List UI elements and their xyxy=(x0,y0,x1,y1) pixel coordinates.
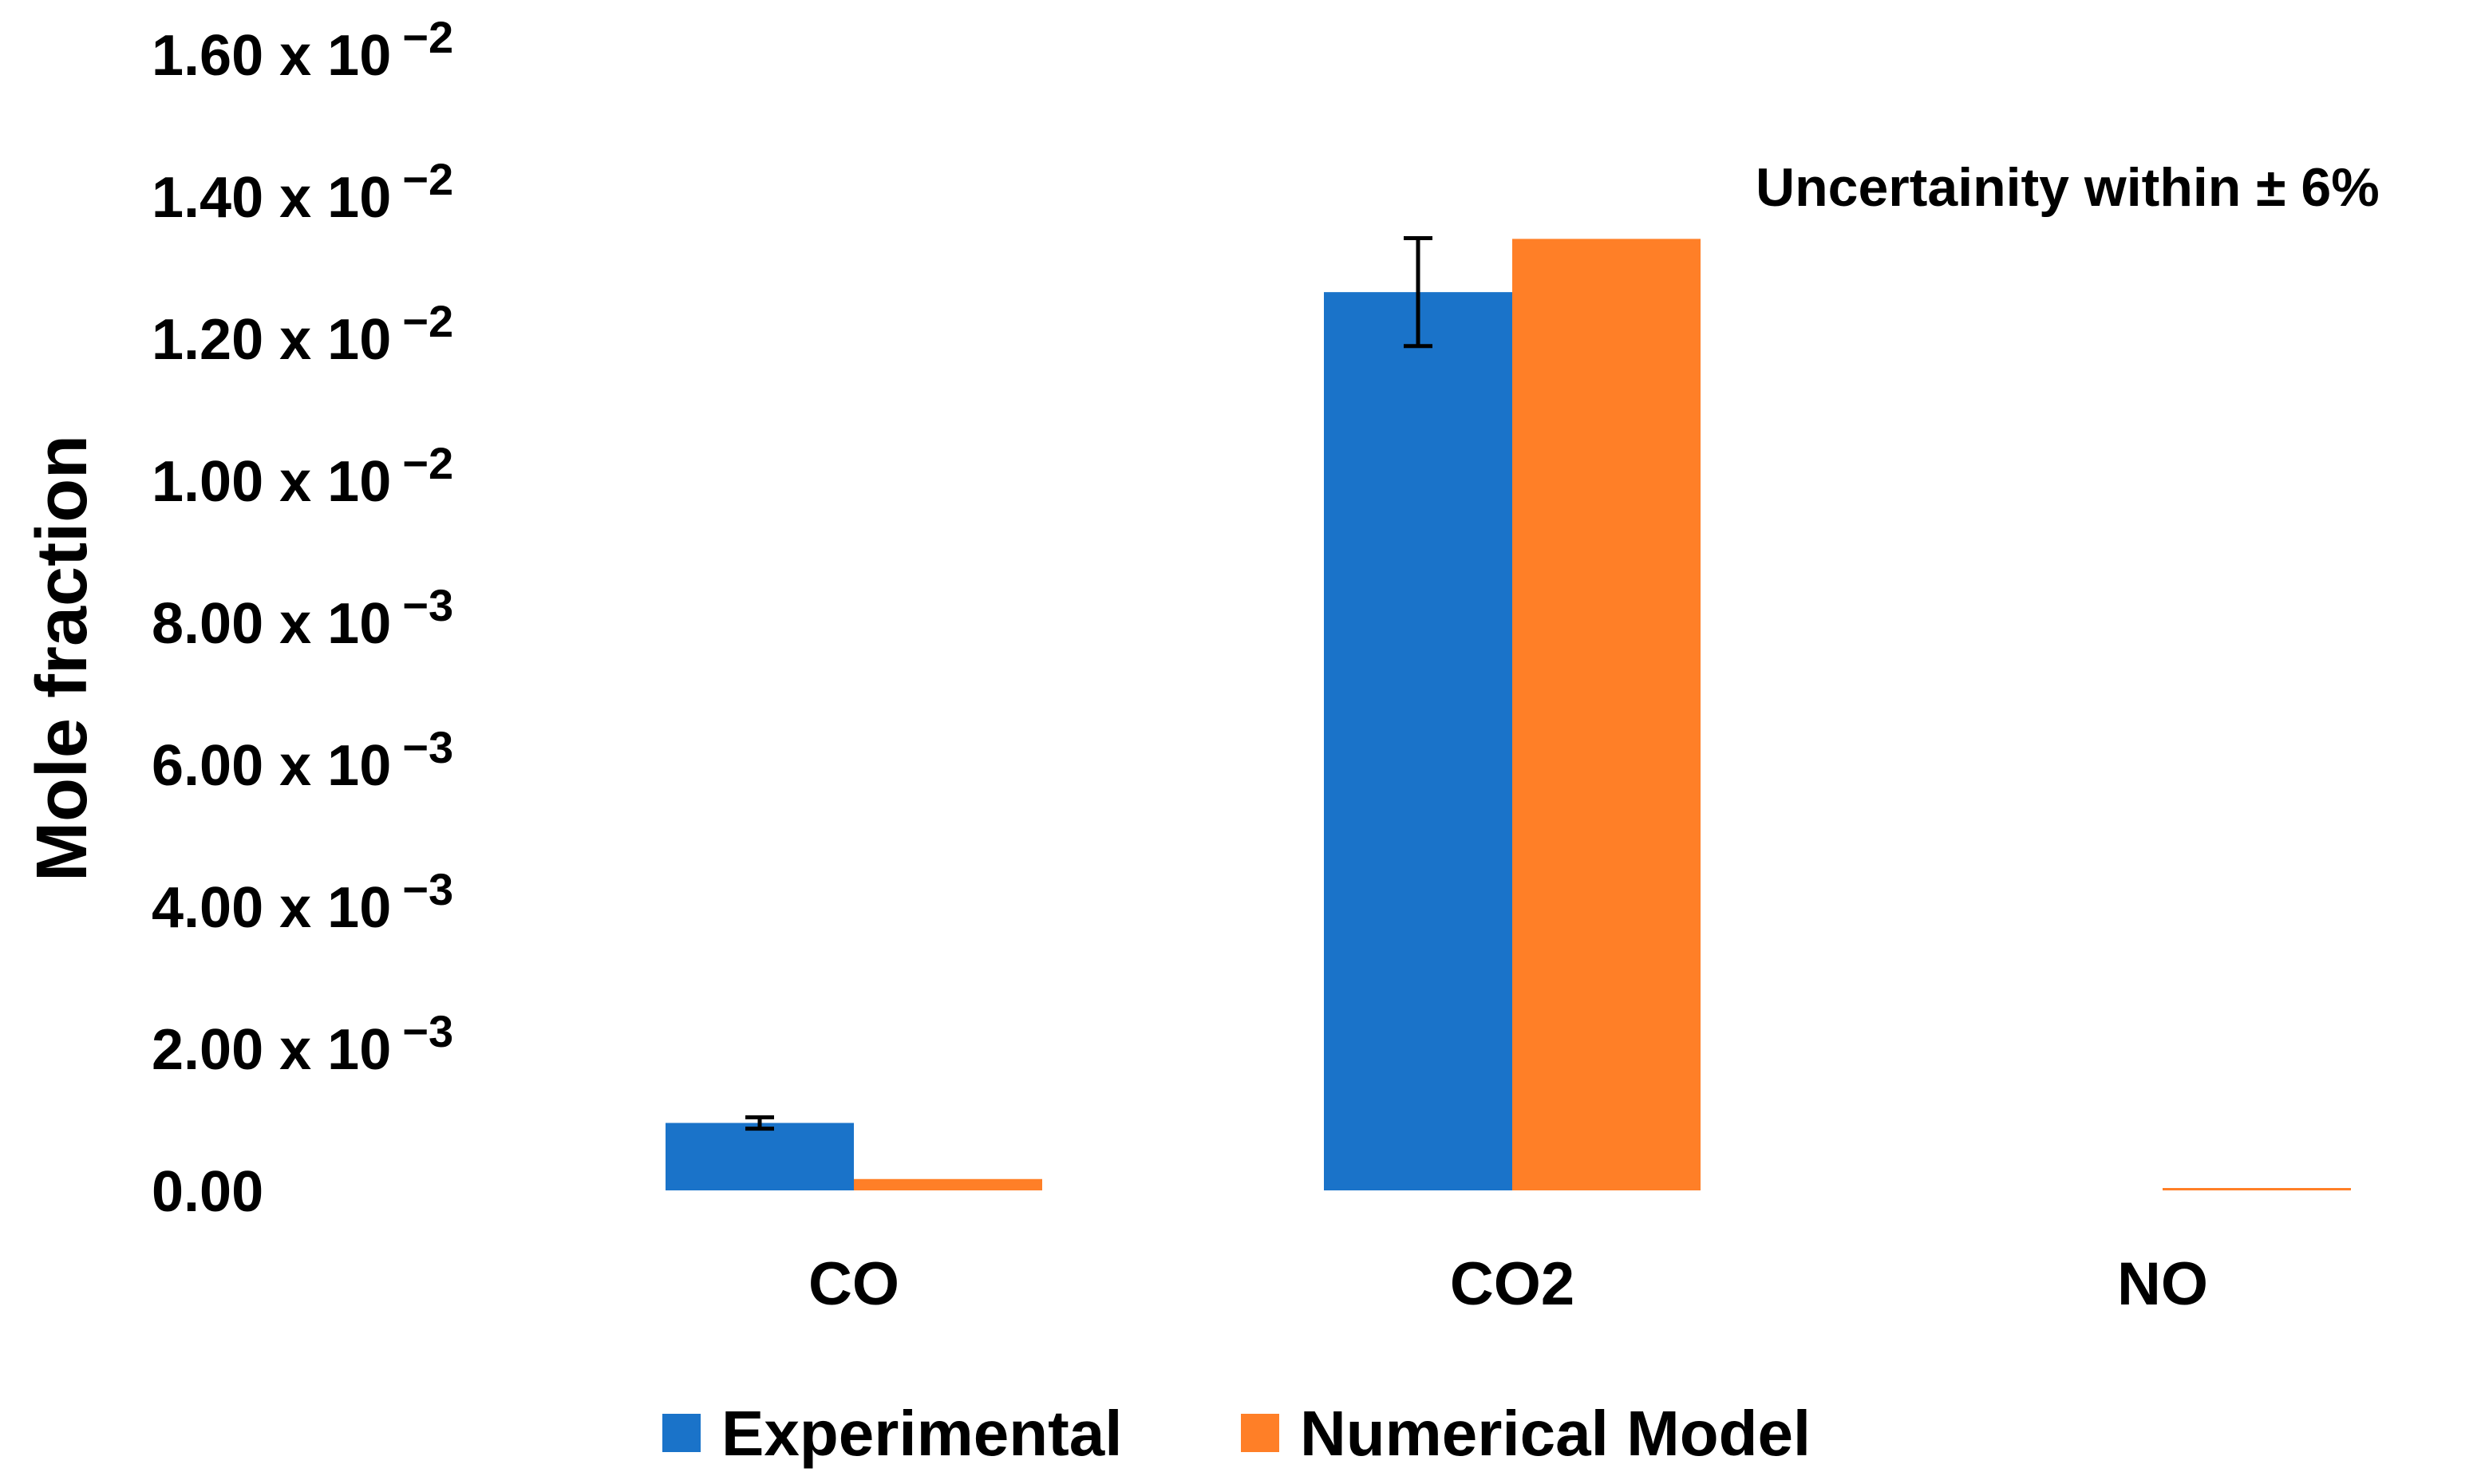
bars xyxy=(666,239,2351,1190)
bar-experimental-co xyxy=(666,1123,854,1190)
bar-numerical-model-no xyxy=(2163,1188,2351,1190)
x-tick-label: CO2 xyxy=(1450,1250,1574,1318)
error-bars xyxy=(745,236,1432,1131)
legend-swatch xyxy=(1241,1414,1279,1452)
y-tick-label: 4.00 x 10 −3 xyxy=(152,864,453,940)
y-tick-mantissa: 0.00 xyxy=(152,1160,263,1224)
y-tick-label: 0.00 xyxy=(152,1160,263,1224)
y-tick-label: 2.00 x 10 −3 xyxy=(152,1006,453,1082)
y-tick-label: 1.00 x 10 −2 xyxy=(152,438,453,514)
y-tick-mantissa: 1.00 x 10 xyxy=(152,450,391,514)
y-tick-mantissa: 6.00 x 10 xyxy=(152,734,391,798)
x-axis-categories: CO CO2 NO xyxy=(808,1250,2208,1318)
y-tick-exponent: −2 xyxy=(402,296,453,346)
y-axis-ticks: 0.002.00 x 10 −34.00 x 10 −36.00 x 10 −38.0… xyxy=(152,12,453,1224)
y-tick-exponent: −2 xyxy=(402,12,453,62)
y-tick-mantissa: 1.60 x 10 xyxy=(152,24,391,88)
y-tick-exponent: −3 xyxy=(402,1006,453,1056)
bar-numerical-model-co2 xyxy=(1512,239,1701,1190)
y-tick-exponent: −2 xyxy=(402,438,453,488)
y-tick-mantissa: 1.40 x 10 xyxy=(152,166,391,230)
y-tick-mantissa: 2.00 x 10 xyxy=(152,1018,391,1082)
legend-label: Numerical Model xyxy=(1300,1398,1811,1469)
legend-swatch xyxy=(662,1414,701,1452)
y-tick-label: 1.60 x 10 −2 xyxy=(152,12,453,88)
y-tick-exponent: −2 xyxy=(402,154,453,204)
x-tick-label: NO xyxy=(2117,1250,2208,1318)
x-tick-label: CO xyxy=(808,1250,899,1318)
legend-label: Experimental xyxy=(721,1398,1122,1469)
y-tick-exponent: −3 xyxy=(402,864,453,914)
bar-experimental-co2 xyxy=(1324,292,1512,1190)
y-tick-label: 1.20 x 10 −2 xyxy=(152,296,453,372)
bar-numerical-model-co xyxy=(854,1178,1042,1190)
legend: Experimental Numerical Model xyxy=(662,1398,1811,1469)
y-tick-mantissa: 1.20 x 10 xyxy=(152,308,391,372)
y-tick-label: 8.00 x 10 −3 xyxy=(152,580,453,656)
y-tick-label: 1.40 x 10 −2 xyxy=(152,154,453,230)
y-tick-label: 6.00 x 10 −3 xyxy=(152,722,453,798)
uncertainty-annotation: Uncertainity within ± 6% xyxy=(1756,157,2380,218)
y-axis-label: Mole fraction xyxy=(22,435,102,882)
y-tick-exponent: −3 xyxy=(402,722,453,772)
y-tick-mantissa: 8.00 x 10 xyxy=(152,592,391,656)
y-tick-exponent: −3 xyxy=(402,580,453,630)
y-tick-mantissa: 4.00 x 10 xyxy=(152,876,391,940)
